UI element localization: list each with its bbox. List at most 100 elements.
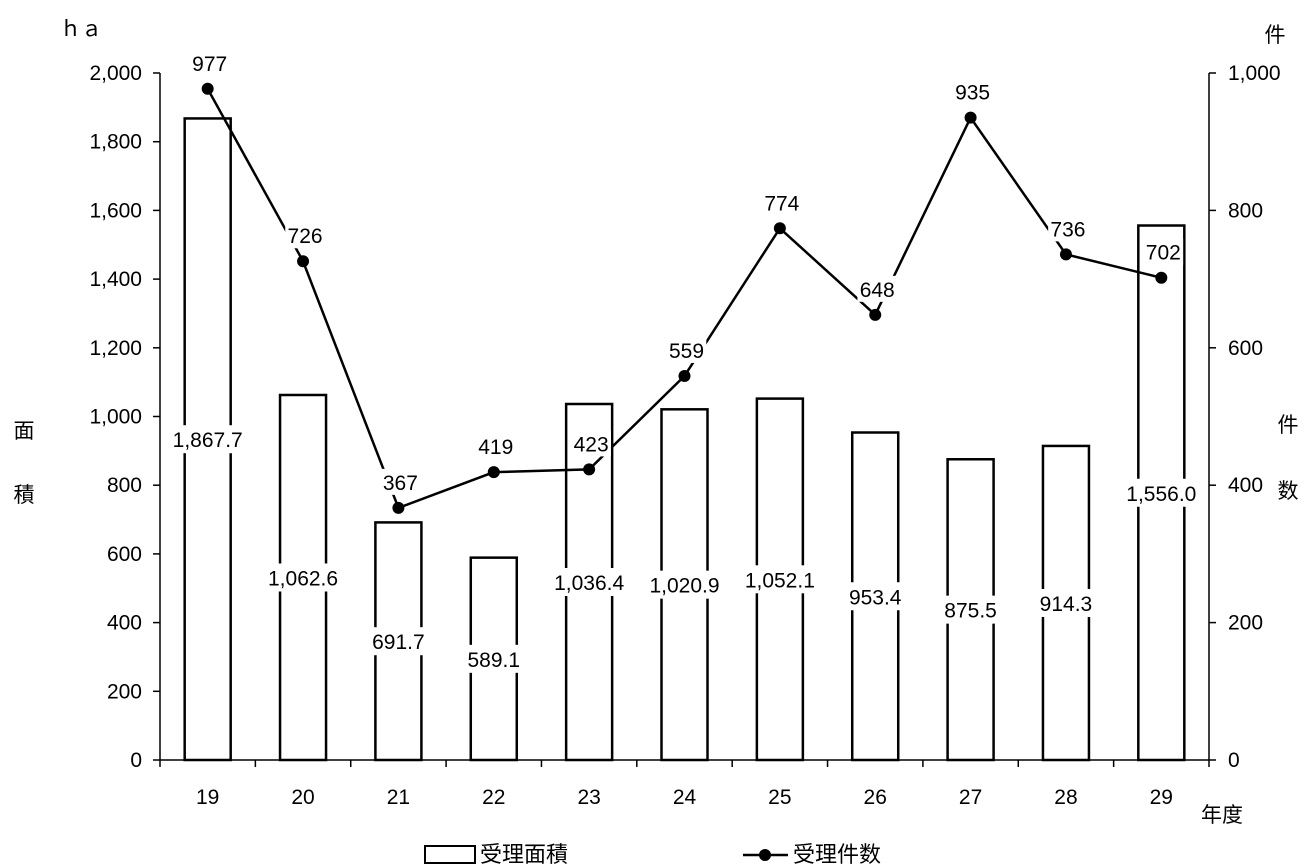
- bar-series: [183, 117, 1186, 762]
- y-left-tick-label: 2,000: [89, 62, 142, 85]
- line-point: [964, 111, 977, 124]
- y-right-tick-label: 600: [1228, 337, 1263, 360]
- legend-line-marker: [759, 849, 771, 861]
- y-left-tick-label: 1,400: [89, 268, 142, 291]
- bar-data-label: 914.3: [1040, 593, 1093, 616]
- line-label-background: [380, 468, 421, 495]
- bar-data-label: 1,867.7: [173, 429, 243, 452]
- legend-bar-label: 受理面積: [480, 843, 568, 867]
- y-left-tick-label: 1,000: [89, 406, 142, 429]
- bar-data-label: 1,052.1: [745, 569, 815, 592]
- line-point: [392, 501, 405, 514]
- x-tick-label: 29: [1150, 786, 1173, 809]
- y-left-tick-label: 1,600: [89, 199, 142, 222]
- line-point: [201, 82, 214, 95]
- x-tick-label: 26: [864, 786, 887, 809]
- bar-data-label: 953.4: [849, 586, 902, 609]
- line-point: [487, 466, 500, 479]
- line-data-label: 419: [478, 436, 513, 459]
- x-tick-label: 20: [291, 786, 314, 809]
- bar-label-background: [1034, 588, 1097, 617]
- y-left-tick-label: 600: [107, 543, 142, 566]
- y-left-tick-label: 200: [107, 680, 142, 703]
- bar-label-background: [165, 425, 250, 454]
- line-data-label: 736: [1050, 218, 1085, 241]
- x-tick-label: 23: [577, 786, 600, 809]
- x-tick-label: 22: [482, 786, 505, 809]
- y-right-title-char-2: 数: [1278, 479, 1299, 503]
- bar-data-label: 1,020.9: [649, 575, 719, 598]
- legend-bar-swatch: [424, 845, 476, 864]
- line-point: [297, 255, 310, 268]
- line-data-label: 726: [288, 225, 323, 248]
- x-tick-label: 27: [959, 786, 982, 809]
- y-left-unit: ｈａ: [60, 17, 102, 41]
- y-left-tick-label: 800: [107, 474, 142, 497]
- line-label-background: [762, 189, 802, 216]
- y-right-tick-label: 400: [1228, 474, 1263, 497]
- bar-data-label: 589.1: [467, 649, 520, 672]
- line-data-label: 559: [669, 340, 704, 363]
- y-left-title-char-1: 面: [14, 419, 35, 443]
- y-right-unit: 件: [1265, 23, 1286, 47]
- line-label-background: [189, 49, 230, 76]
- bar-label-background: [260, 563, 346, 592]
- x-tick-label: 19: [196, 786, 219, 809]
- line-data-label: 702: [1146, 242, 1181, 265]
- legend-line-label: 受理件数: [793, 843, 881, 867]
- bar-label-background: [367, 627, 430, 656]
- line-point: [678, 369, 691, 382]
- bar-label-background: [939, 595, 1002, 624]
- tick-labels: 02004006008001,0001,2001,4001,6001,8002,…: [89, 62, 1280, 809]
- y-left-tick-label: 1,800: [89, 131, 142, 154]
- bar-label-background: [1119, 478, 1204, 507]
- y-left-title-char-2: 積: [14, 483, 35, 507]
- bar-label-background: [546, 567, 632, 596]
- y-left-tick-label: 400: [107, 612, 142, 635]
- y-right-tick-label: 200: [1228, 612, 1263, 635]
- bar-data-labels: 1,867.7 1,062.6 691.7 589.1 1,036.4 1,020.9 1,…: [165, 425, 1204, 673]
- bar-data-label: 691.7: [372, 631, 425, 654]
- x-axis-title: 年度: [1201, 803, 1243, 827]
- bar-data-label: 1,062.6: [268, 567, 338, 590]
- bar-label-background: [844, 582, 907, 611]
- y-left-tick-label: 0: [130, 749, 142, 772]
- bar-label-background: [642, 570, 727, 599]
- x-tick-label: 24: [673, 786, 697, 809]
- x-tick-label: 28: [1054, 786, 1077, 809]
- bar-data-label: 1,036.4: [554, 572, 624, 595]
- y-right-title-char-1: 件: [1278, 413, 1299, 437]
- line-label-background: [475, 433, 516, 460]
- line-point: [869, 308, 882, 321]
- bar-label-background: [737, 565, 823, 594]
- y-right-tick-label: 0: [1228, 749, 1240, 772]
- line-data-label: 648: [860, 279, 895, 302]
- line-point: [583, 463, 596, 476]
- bar-data-label: 1,556.0: [1126, 483, 1196, 506]
- line-label-background: [571, 430, 611, 457]
- bar-data-label: 875.5: [944, 600, 997, 623]
- line-point: [1155, 271, 1168, 284]
- line-point: [1059, 248, 1072, 261]
- line-data-label: 935: [955, 82, 990, 105]
- line-label-background: [1048, 215, 1088, 242]
- x-tick-label: 25: [768, 786, 791, 809]
- line-label-background: [1143, 238, 1184, 265]
- line-data-label: 774: [764, 192, 799, 215]
- legend: 受理面積 受理件数: [424, 843, 881, 867]
- line-label-background: [285, 222, 325, 249]
- y-right-tick-label: 800: [1228, 199, 1263, 222]
- line-label-background: [952, 78, 993, 105]
- line-data-label: 977: [192, 53, 227, 76]
- line-point: [773, 222, 786, 235]
- y-left-tick-label: 1,200: [89, 337, 142, 360]
- line-data-label: 423: [574, 433, 609, 456]
- y-right-tick-label: 1,000: [1228, 62, 1281, 85]
- bar-label-background: [462, 644, 525, 673]
- line-data-label: 367: [383, 472, 418, 495]
- line-series: 977 726 367 419 423 559 774 648 935 736 702: [189, 49, 1184, 514]
- line-label-background: [857, 275, 898, 302]
- line-label-background: [666, 336, 707, 363]
- x-tick-label: 21: [387, 786, 410, 809]
